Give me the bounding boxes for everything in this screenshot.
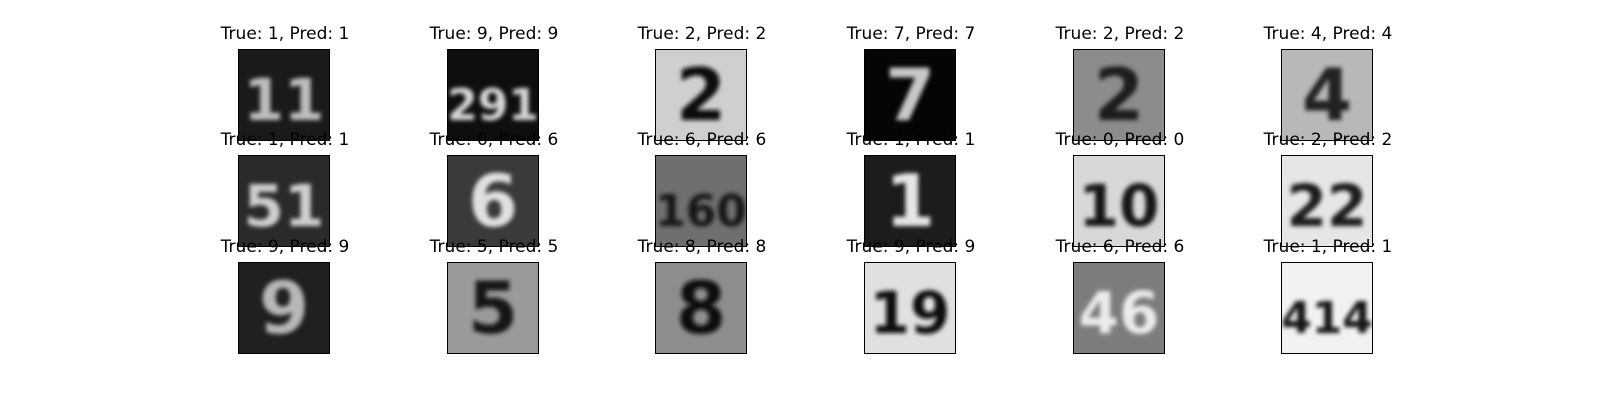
digit-glyph: 414 — [1282, 293, 1372, 344]
digit-glyph: 22 — [1287, 172, 1368, 240]
digit-glyph: 5 — [468, 266, 518, 350]
digit-cell: True: 6, Pred: 6 6 — [414, 130, 574, 250]
digit-image: 10 — [1073, 155, 1165, 247]
digit-glyph: 11 — [244, 66, 325, 134]
digit-image: 7 — [864, 49, 956, 141]
digit-glyph: 51 — [244, 172, 325, 240]
digit-image: 1 — [864, 155, 956, 247]
digit-image: 22 — [1281, 155, 1373, 247]
digit-cell: True: 2, Pred: 2 2 — [622, 24, 782, 144]
digit-cell: True: 1, Pred: 1 1 — [831, 130, 991, 250]
digit-image: 5 — [447, 262, 539, 354]
digit-cell: True: 9, Pred: 9 291 — [414, 24, 574, 144]
digit-cell: True: 9, Pred: 9 9 — [205, 237, 365, 357]
prediction-title: True: 6, Pred: 6 — [637, 130, 767, 150]
digit-image: 11 — [238, 49, 330, 141]
digit-cell: True: 6, Pred: 6 160 — [622, 130, 782, 250]
digit-image: 9 — [238, 262, 330, 354]
digit-image: 51 — [238, 155, 330, 247]
prediction-title: True: 1, Pred: 1 — [1263, 237, 1393, 257]
digit-cell: True: 2, Pred: 2 2 — [1040, 24, 1200, 144]
digit-image: 2 — [1073, 49, 1165, 141]
digit-cell: True: 9, Pred: 9 19 — [831, 237, 991, 357]
digit-image: 8 — [655, 262, 747, 354]
digit-glyph: 8 — [676, 266, 726, 350]
prediction-title: True: 7, Pred: 7 — [846, 24, 976, 44]
digit-glyph: 19 — [870, 279, 951, 347]
digit-cell: True: 2, Pred: 2 22 — [1248, 130, 1408, 250]
digit-glyph: 1 — [885, 159, 935, 243]
digit-cell: True: 8, Pred: 8 8 — [622, 237, 782, 357]
digit-glyph: 2 — [676, 53, 726, 137]
digit-image: 46 — [1073, 262, 1165, 354]
prediction-title: True: 2, Pred: 2 — [1055, 24, 1185, 44]
digit-glyph: 9 — [259, 266, 309, 350]
digit-cell: True: 4, Pred: 4 4 — [1248, 24, 1408, 144]
digit-glyph: 10 — [1079, 172, 1160, 240]
prediction-title: True: 9, Pred: 9 — [429, 24, 559, 44]
digit-image: 4 — [1281, 49, 1373, 141]
digit-glyph: 2 — [1094, 53, 1144, 137]
digit-glyph: 46 — [1079, 279, 1160, 347]
prediction-title: True: 5, Pred: 5 — [429, 237, 559, 257]
prediction-title: True: 8, Pred: 8 — [637, 237, 767, 257]
prediction-title: True: 4, Pred: 4 — [1263, 24, 1393, 44]
digit-glyph: 6 — [468, 159, 518, 243]
prediction-title: True: 0, Pred: 0 — [1055, 130, 1185, 150]
prediction-title: True: 1, Pred: 1 — [846, 130, 976, 150]
digit-cell: True: 7, Pred: 7 7 — [831, 24, 991, 144]
digit-glyph: 291 — [448, 80, 538, 131]
digit-cell: True: 0, Pred: 0 10 — [1040, 130, 1200, 250]
digit-image: 291 — [447, 49, 539, 141]
prediction-title: True: 1, Pred: 1 — [220, 24, 350, 44]
digit-image: 19 — [864, 262, 956, 354]
prediction-title: True: 9, Pred: 9 — [846, 237, 976, 257]
digit-glyph: 7 — [885, 53, 935, 137]
digit-cell: True: 5, Pred: 5 5 — [414, 237, 574, 357]
prediction-title: True: 2, Pred: 2 — [637, 24, 767, 44]
digit-cell: True: 1, Pred: 1 51 — [205, 130, 365, 250]
prediction-title: True: 6, Pred: 6 — [1055, 237, 1185, 257]
digit-cell: True: 1, Pred: 1 414 — [1248, 237, 1408, 357]
digit-glyph: 4 — [1302, 53, 1352, 137]
digit-image: 160 — [655, 155, 747, 247]
digit-cell: True: 1, Pred: 1 11 — [205, 24, 365, 144]
digit-image: 6 — [447, 155, 539, 247]
prediction-title: True: 9, Pred: 9 — [220, 237, 350, 257]
digit-glyph: 160 — [656, 186, 746, 237]
prediction-title: True: 2, Pred: 2 — [1263, 130, 1393, 150]
digit-image: 2 — [655, 49, 747, 141]
prediction-title: True: 1, Pred: 1 — [220, 130, 350, 150]
digit-cell: True: 6, Pred: 6 46 — [1040, 237, 1200, 357]
prediction-title: True: 6, Pred: 6 — [429, 130, 559, 150]
digit-image: 414 — [1281, 262, 1373, 354]
